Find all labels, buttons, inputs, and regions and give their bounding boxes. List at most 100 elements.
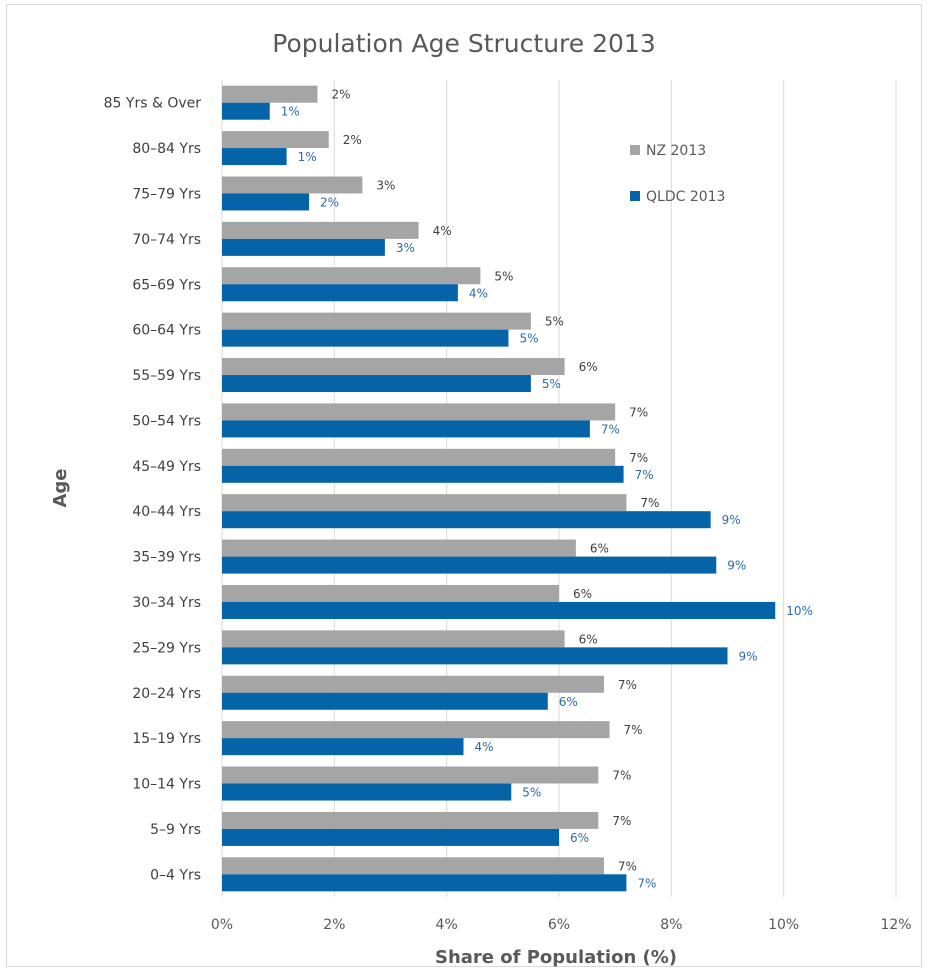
bar-qldc bbox=[222, 420, 590, 438]
data-label: 2% bbox=[331, 88, 350, 102]
legend-label: NZ 2013 bbox=[646, 143, 706, 159]
category-label: 55–59 Yrs bbox=[132, 368, 201, 384]
category-label: 10–14 Yrs bbox=[132, 777, 201, 793]
bar-qldc bbox=[222, 375, 531, 393]
category-label: 15–19 Yrs bbox=[132, 731, 201, 747]
bar-nz bbox=[222, 584, 559, 602]
bar-qldc bbox=[222, 783, 512, 801]
data-label: 7% bbox=[640, 496, 659, 510]
category-label: 0–4 Yrs bbox=[150, 867, 201, 883]
bar-qldc bbox=[222, 692, 548, 710]
category-label: 30–34 Yrs bbox=[132, 595, 201, 611]
data-label: 1% bbox=[281, 105, 300, 119]
category-label: 40–44 Yrs bbox=[132, 504, 201, 520]
category-label: 5–9 Yrs bbox=[150, 822, 201, 838]
data-label: 2% bbox=[320, 195, 339, 209]
data-label: 7% bbox=[629, 405, 648, 419]
category-label: 65–69 Yrs bbox=[132, 277, 201, 293]
bar-qldc bbox=[222, 556, 717, 574]
data-label: 6% bbox=[579, 632, 598, 646]
category-label: 75–79 Yrs bbox=[132, 186, 201, 202]
data-label: 6% bbox=[590, 542, 609, 556]
bars bbox=[222, 85, 776, 892]
category-label: 70–74 Yrs bbox=[132, 232, 201, 248]
data-label: 9% bbox=[739, 649, 758, 663]
bar-qldc bbox=[222, 238, 385, 256]
data-label: 5% bbox=[494, 269, 513, 283]
x-axis-title: Share of Population (%) bbox=[435, 947, 677, 968]
bar-nz bbox=[222, 630, 565, 648]
data-label: 7% bbox=[629, 451, 648, 465]
x-tick-label: 2% bbox=[323, 917, 345, 933]
data-label: 7% bbox=[601, 422, 620, 436]
x-tick-label: 12% bbox=[880, 917, 911, 933]
bar-nz bbox=[222, 857, 604, 875]
data-label: 7% bbox=[612, 814, 631, 828]
bar-nz bbox=[222, 766, 599, 784]
category-label: 35–39 Yrs bbox=[132, 550, 201, 566]
x-tick-label: 10% bbox=[768, 917, 799, 933]
data-label: 5% bbox=[545, 315, 564, 329]
data-label: 5% bbox=[522, 786, 541, 800]
bar-qldc bbox=[222, 874, 627, 892]
category-label: 60–64 Yrs bbox=[132, 323, 201, 339]
bar-nz bbox=[222, 358, 565, 376]
data-label: 4% bbox=[433, 224, 452, 238]
bar-nz bbox=[222, 221, 419, 239]
data-label: 7% bbox=[635, 468, 654, 482]
bar-nz bbox=[222, 721, 610, 739]
category-label: 25–29 Yrs bbox=[132, 640, 201, 656]
data-label: 4% bbox=[469, 286, 488, 300]
category-label: 80–84 Yrs bbox=[132, 141, 201, 157]
x-tick-label: 4% bbox=[436, 917, 458, 933]
bar-nz bbox=[222, 675, 604, 693]
data-label: 9% bbox=[722, 513, 741, 527]
bar-qldc bbox=[222, 284, 458, 302]
bar-qldc bbox=[222, 738, 464, 756]
data-label: 7% bbox=[618, 678, 637, 692]
bar-nz bbox=[222, 539, 576, 557]
data-label: 3% bbox=[376, 178, 395, 192]
bar-nz bbox=[222, 494, 627, 512]
legend: NZ 2013 QLDC 2013 bbox=[630, 143, 725, 205]
bar-nz bbox=[222, 811, 599, 829]
data-label: 10% bbox=[786, 604, 813, 618]
bar-qldc bbox=[222, 511, 711, 529]
bar-qldc bbox=[222, 828, 559, 846]
data-label: 5% bbox=[542, 377, 561, 391]
category-label: 50–54 Yrs bbox=[132, 413, 201, 429]
category-label: 45–49 Yrs bbox=[132, 459, 201, 475]
bar-qldc bbox=[222, 465, 624, 483]
gridlines bbox=[221, 80, 897, 897]
data-label: 7% bbox=[624, 723, 643, 737]
data-label: 2% bbox=[343, 133, 362, 147]
category-axis: 85 Yrs & Over 80–84 Yrs 75–79 Yrs 70–74 Yrs… bbox=[104, 96, 202, 884]
data-label: 3% bbox=[396, 241, 415, 255]
bar-nz bbox=[222, 131, 329, 149]
data-label: 6% bbox=[573, 587, 592, 601]
chart-frame bbox=[6, 4, 922, 967]
legend-swatch bbox=[630, 191, 640, 201]
bar-qldc bbox=[222, 148, 287, 166]
data-labels: 2%1%2%1%3%2%4%3%5%4%5%5%6%5%7%7%7%7%7%9%… bbox=[281, 88, 813, 891]
chart-title: Population Age Structure 2013 bbox=[272, 29, 655, 58]
bar-qldc bbox=[222, 329, 509, 347]
x-tick-label: 6% bbox=[548, 917, 570, 933]
bar-nz bbox=[222, 312, 531, 330]
data-label: 7% bbox=[618, 859, 637, 873]
data-label: 6% bbox=[579, 360, 598, 374]
data-label: 7% bbox=[637, 876, 656, 890]
data-label: 6% bbox=[570, 831, 589, 845]
data-label: 6% bbox=[559, 695, 578, 709]
bar-qldc bbox=[222, 601, 776, 619]
legend-label: QLDC 2013 bbox=[646, 189, 725, 205]
bar-nz bbox=[222, 85, 318, 103]
data-label: 5% bbox=[519, 332, 538, 346]
bar-qldc bbox=[222, 102, 270, 120]
data-label: 9% bbox=[727, 559, 746, 573]
bar-nz bbox=[222, 176, 363, 194]
category-label: 20–24 Yrs bbox=[132, 686, 201, 702]
bar-qldc bbox=[222, 193, 310, 211]
x-tick-label: 8% bbox=[660, 917, 682, 933]
